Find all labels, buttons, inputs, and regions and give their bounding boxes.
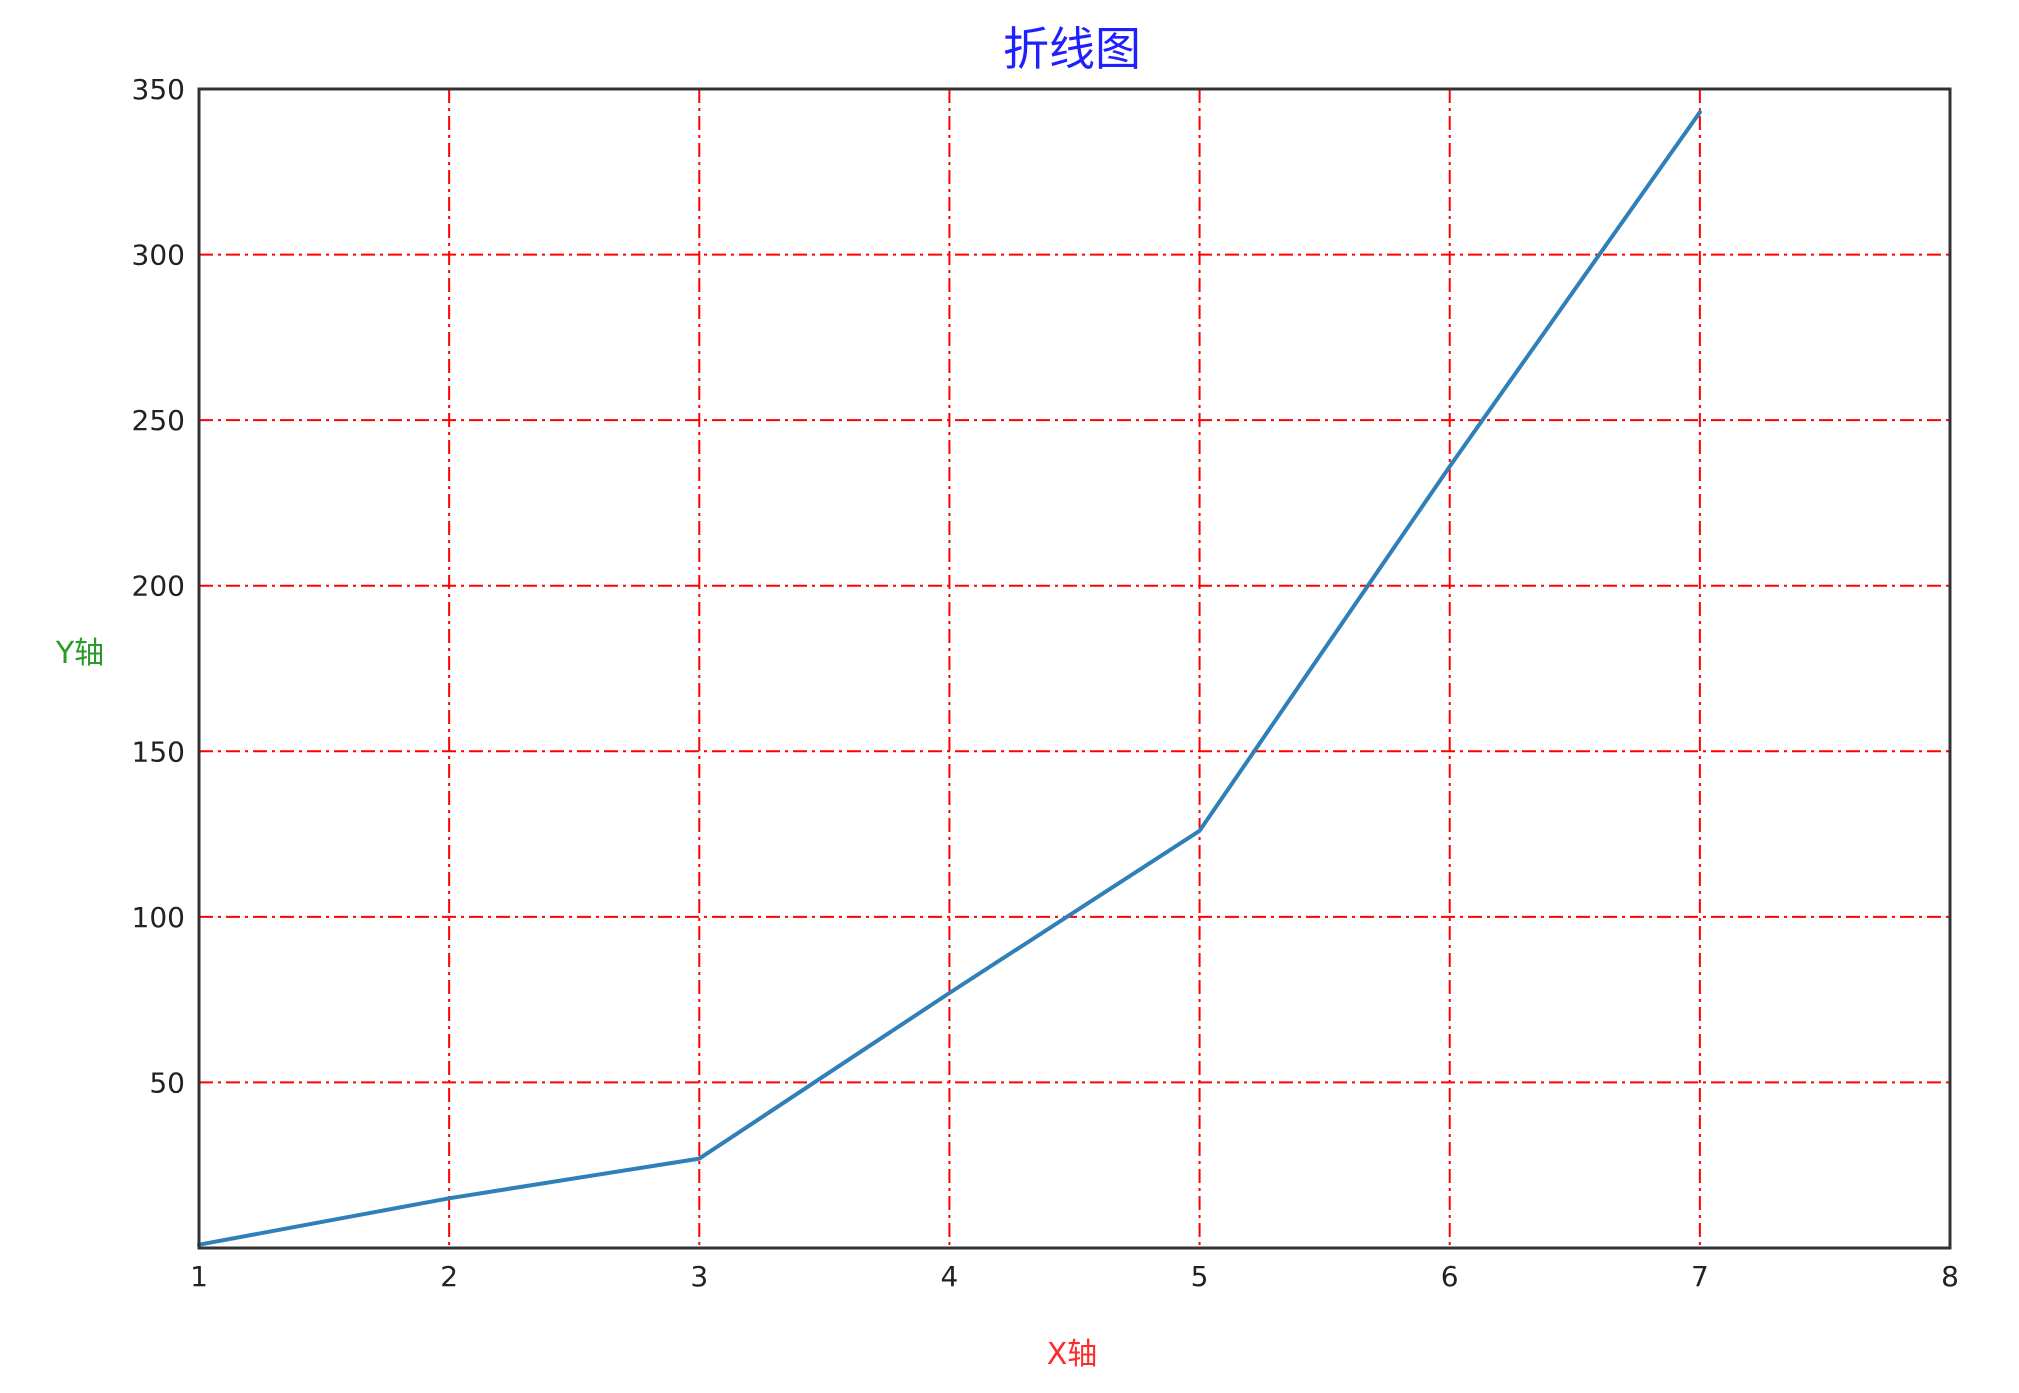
x-tick-label: 6 — [1441, 1260, 1459, 1293]
y-tick-label: 200 — [132, 570, 185, 603]
plot-frame — [197, 87, 1952, 1250]
series-line — [197, 110, 1702, 1247]
y-tick-label: 150 — [132, 735, 185, 768]
y-axis-label: Y轴 — [55, 636, 104, 671]
y-tick-label: 250 — [132, 404, 185, 437]
y-tick-label: 300 — [132, 239, 185, 272]
chart-title: 折线图 — [1003, 22, 1141, 76]
grid-layer — [199, 89, 1950, 1248]
x-tick-label: 1 — [190, 1260, 208, 1293]
x-tick-label: 3 — [690, 1260, 708, 1293]
y-tick-label: 50 — [149, 1066, 185, 1099]
x-tick-label: 4 — [941, 1260, 959, 1293]
y-tick-label: 100 — [132, 901, 185, 934]
y-tick-label: 350 — [132, 73, 185, 106]
x-tick-label: 2 — [440, 1260, 458, 1293]
y-tick-labels: 50 100 150 200 250 300 350 — [132, 73, 185, 1099]
x-tick-labels: 1 2 3 4 5 6 7 8 — [190, 1260, 1959, 1293]
x-axis-label: X轴 — [1047, 1337, 1098, 1372]
series-layer — [197, 110, 1702, 1247]
x-tick-label: 5 — [1191, 1260, 1209, 1293]
x-tick-label: 8 — [1941, 1260, 1959, 1293]
x-tick-label: 7 — [1691, 1260, 1709, 1293]
